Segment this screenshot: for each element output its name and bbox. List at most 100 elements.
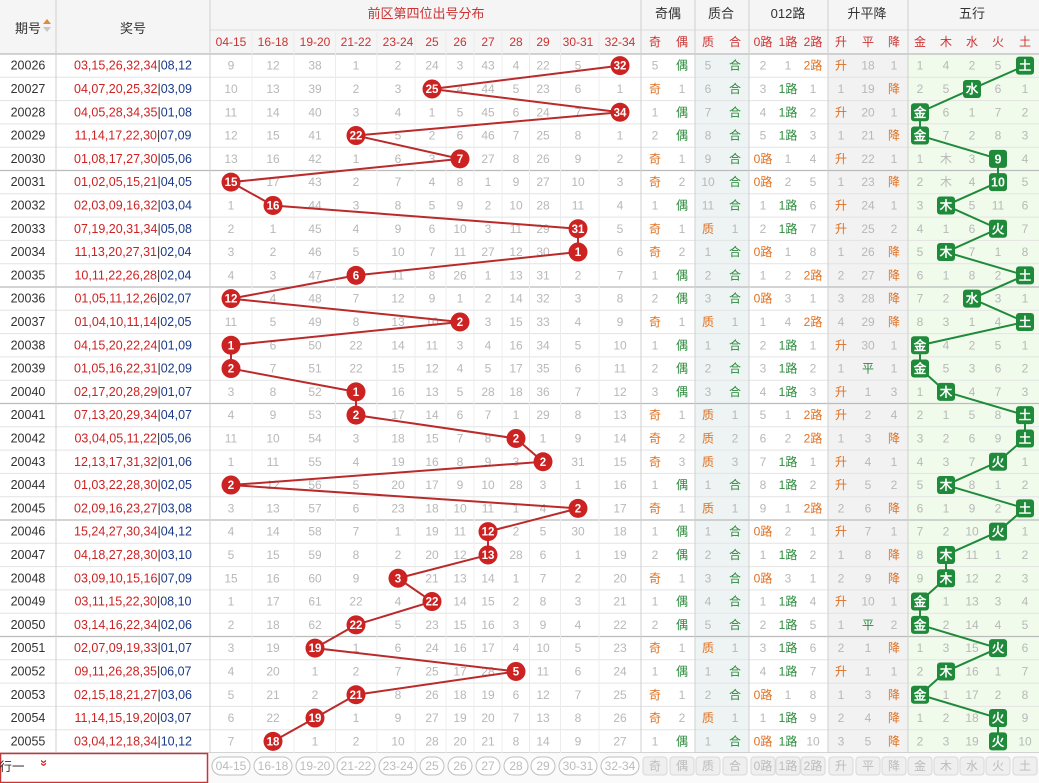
wuxing-miss: 2 bbox=[917, 82, 924, 96]
footer-range-button[interactable] bbox=[600, 756, 640, 776]
footer-select-box[interactable] bbox=[0, 752, 209, 783]
wuxing-hit: 木 bbox=[939, 571, 953, 586]
footer-range-button[interactable] bbox=[419, 756, 445, 776]
footer-road-button[interactable] bbox=[775, 756, 801, 776]
wuxing-hit-box bbox=[1016, 429, 1034, 448]
table-row[interactable]: 20038 04,15,20,22,24|01,09 6 50 22 14 11 3 4 16 34… bbox=[11, 337, 1029, 352]
wuxing-hit: 木 bbox=[939, 198, 953, 213]
miss-count: 23 bbox=[536, 82, 550, 96]
trend-cell: 1 bbox=[891, 595, 898, 609]
table-row[interactable]: 20037 01,04,10,11,14|02,05 11 5 49 8 13 10 3 15 33… bbox=[11, 314, 1002, 329]
table-row[interactable]: 20028 04,05,28,34,35|01,08 11 14 40 3 4 1 5 45 6 24… bbox=[11, 104, 1029, 119]
wuxing-hit-box bbox=[911, 103, 929, 122]
footer-road-button[interactable] bbox=[750, 756, 776, 776]
table-row[interactable]: 20052 09,11,26,28,35|06,07 4 20 1 2 7 25 17 28 11 6… bbox=[11, 663, 1029, 678]
footer-wuxing-button[interactable] bbox=[933, 756, 959, 776]
primecomp-cell: 合 bbox=[729, 524, 741, 539]
sort-down-icon[interactable] bbox=[43, 27, 51, 32]
table-row[interactable]: 20035 10,11,22,26,28|02,04 4 3 47 11 8 26 1 13 31 2… bbox=[11, 267, 1002, 282]
footer-wuxing-button[interactable] bbox=[985, 756, 1011, 776]
table-row[interactable]: 20046 15,24,27,30,34|04,12 4 14 58 7 1 19 11 2 5 30… bbox=[11, 524, 1029, 539]
road-cell: 0路 bbox=[754, 733, 773, 748]
oddeven-cell: 2 bbox=[652, 618, 659, 632]
table-row[interactable]: 20034 11,13,20,27,31|02,04 3 2 46 5 10 7 11 27 12 3… bbox=[11, 244, 1029, 259]
miss-count: 4 bbox=[513, 641, 520, 655]
primecomp-cell: 1 bbox=[732, 501, 739, 515]
footer-range-button[interactable] bbox=[503, 756, 529, 776]
miss-count: 2 bbox=[617, 152, 624, 166]
footer-wuxing-button[interactable] bbox=[907, 756, 933, 776]
footer-wuxing-button[interactable] bbox=[1012, 756, 1038, 776]
miss-count: 24 bbox=[536, 105, 550, 119]
footer-trend-button[interactable] bbox=[881, 756, 907, 776]
miss-count: 7 bbox=[457, 431, 464, 445]
footer-range-button[interactable] bbox=[447, 756, 473, 776]
miss-count: 22 bbox=[349, 595, 363, 609]
sort-up-icon[interactable] bbox=[43, 19, 51, 24]
award-separator: | bbox=[157, 595, 160, 609]
table-row[interactable]: 20053 02,15,18,21,27|03,06 5 21 2 8 26 18 19 6 12 7… bbox=[11, 687, 1029, 702]
footer-range-button[interactable] bbox=[211, 756, 251, 776]
table-row[interactable]: 20043 12,13,17,31,32|01,06 1 11 55 4 19 16 8 9 3 31… bbox=[11, 454, 1029, 469]
table-row[interactable]: 20026 03,15,26,32,34|08,12 9 12 38 1 2 24 3 43 4 22… bbox=[11, 58, 1002, 73]
footer-range-button[interactable] bbox=[530, 756, 556, 776]
table-row[interactable]: 20027 04,07,20,25,32|03,09 10 13 39 2 3 4 44 5 23 6… bbox=[11, 81, 1029, 96]
footer-range-button[interactable] bbox=[378, 756, 418, 776]
award-numbers: 03,11,15,22,30|08,10 bbox=[74, 595, 191, 609]
miss-count: 35 bbox=[536, 362, 550, 376]
table-row[interactable]: 20044 01,03,22,28,30|02,05 12 56 5 20 17 9 10 28 3… bbox=[11, 477, 1029, 492]
miss-count: 2 bbox=[353, 664, 360, 678]
table-row[interactable]: 20036 01,05,11,12,26|02,07 4 48 7 12 9 1 2 14 32 3 8… bbox=[11, 291, 1029, 306]
table-row[interactable]: 20029 11,14,17,22,30|07,09 12 15 41 5 2 6 46 7 25 8… bbox=[11, 128, 1029, 143]
wuxing-miss: 8 bbox=[917, 315, 924, 329]
miss-count: 3 bbox=[513, 618, 520, 632]
oddeven-cell: 偶 bbox=[676, 338, 688, 352]
footer-road-button[interactable] bbox=[800, 756, 826, 776]
table-row[interactable]: 20050 03,14,16,22,34|02,06 2 18 62 5 23 15 16 3 9 4… bbox=[11, 617, 1029, 632]
award-numbers: 03,14,16,22,34|02,06 bbox=[74, 618, 192, 632]
table-row[interactable]: 20054 11,14,15,19,20|03,07 6 22 1 9 27 19 20 7 13 8… bbox=[11, 710, 1029, 725]
wuxing-miss: 5 bbox=[969, 408, 976, 422]
footer-range-button[interactable] bbox=[475, 756, 501, 776]
table-row[interactable]: 20051 02,07,09,19,33|01,07 3 19 1 6 24 16 17 4 10 5… bbox=[11, 640, 1029, 655]
footer-range-button[interactable] bbox=[295, 756, 335, 776]
subheader-range: 29 bbox=[536, 35, 550, 49]
table-row[interactable]: 20039 01,05,16,22,31|02,09 7 51 22 15 12 4 5 17 35… bbox=[11, 361, 1029, 376]
footer-trend-button[interactable] bbox=[855, 756, 881, 776]
table-row[interactable]: 20045 02,09,16,23,27|03,08 3 13 57 6 23 18 10 11 1… bbox=[11, 500, 1002, 515]
table-row[interactable]: 20031 01,02,05,15,21|04,05 17 43 2 7 4 8 1 9 27 10 3… bbox=[11, 174, 1029, 189]
footer-trend-button[interactable] bbox=[828, 756, 854, 776]
wuxing-line-segment bbox=[919, 320, 1026, 347]
table-row[interactable]: 20030 01,08,17,27,30|05,06 13 16 42 1 6 3 27 8 26 9… bbox=[11, 151, 1029, 166]
footer-range-button[interactable] bbox=[336, 756, 376, 776]
oddeven-cell: 奇 bbox=[649, 222, 661, 236]
table-row[interactable]: 20049 03,11,15,22,30|08,10 1 17 61 22 4 14 15 2 8 3… bbox=[11, 594, 1029, 609]
trend-cell: 3 bbox=[865, 431, 872, 445]
table-row[interactable]: 20055 03,04,12,18,34|10,12 7 1 2 10 28 20 21 8 14 9… bbox=[11, 733, 1032, 748]
road-cell: 1 bbox=[785, 245, 792, 259]
footer-primecomp-button[interactable] bbox=[722, 756, 748, 776]
issue-number: 20031 bbox=[11, 175, 46, 189]
footer-range-button[interactable] bbox=[558, 756, 598, 776]
trend-cell: 4 bbox=[865, 455, 872, 469]
header-issue[interactable]: 期号 bbox=[15, 21, 41, 36]
footer-primecomp-button[interactable] bbox=[695, 756, 721, 776]
footer-wuxing-button[interactable] bbox=[959, 756, 985, 776]
miss-count: 9 bbox=[395, 222, 402, 236]
footer-oddeven-button[interactable] bbox=[642, 756, 668, 776]
table-row[interactable]: 20048 03,09,10,15,16|07,09 15 16 60 9 21 13 14 1 7… bbox=[11, 570, 1029, 585]
footer-range-button[interactable] bbox=[253, 756, 293, 776]
miss-count: 6 bbox=[513, 105, 520, 119]
wuxing-miss: 3 bbox=[943, 641, 950, 655]
footer-oddeven-button[interactable] bbox=[669, 756, 695, 776]
table-row[interactable]: 20032 02,03,09,16,32|03,04 1 44 3 8 5 9 2 10 28 11 4… bbox=[11, 197, 1029, 212]
table-row[interactable]: 20042 03,04,05,11,22|05,06 11 10 54 3 18 15 7 8 1 9… bbox=[11, 430, 1002, 445]
miss-count: 10 bbox=[425, 315, 439, 329]
table-row[interactable]: 20040 02,17,20,28,29|01,07 3 8 52 16 13 5 28 18 36… bbox=[11, 384, 1029, 399]
table-row[interactable]: 20047 04,18,27,28,30|03,10 5 15 59 8 2 20 12 28 6 1… bbox=[11, 547, 1029, 562]
table-row[interactable]: 20041 07,13,20,29,34|04,07 4 9 53 17 14 6 7 1 29 8 1… bbox=[11, 407, 1002, 422]
wuxing-miss: 4 bbox=[943, 59, 950, 73]
award-numbers: 01,03,22,28,30|02,05 bbox=[74, 478, 192, 492]
wuxing-miss: 13 bbox=[965, 595, 979, 609]
subheader-range: 19-20 bbox=[300, 35, 331, 49]
